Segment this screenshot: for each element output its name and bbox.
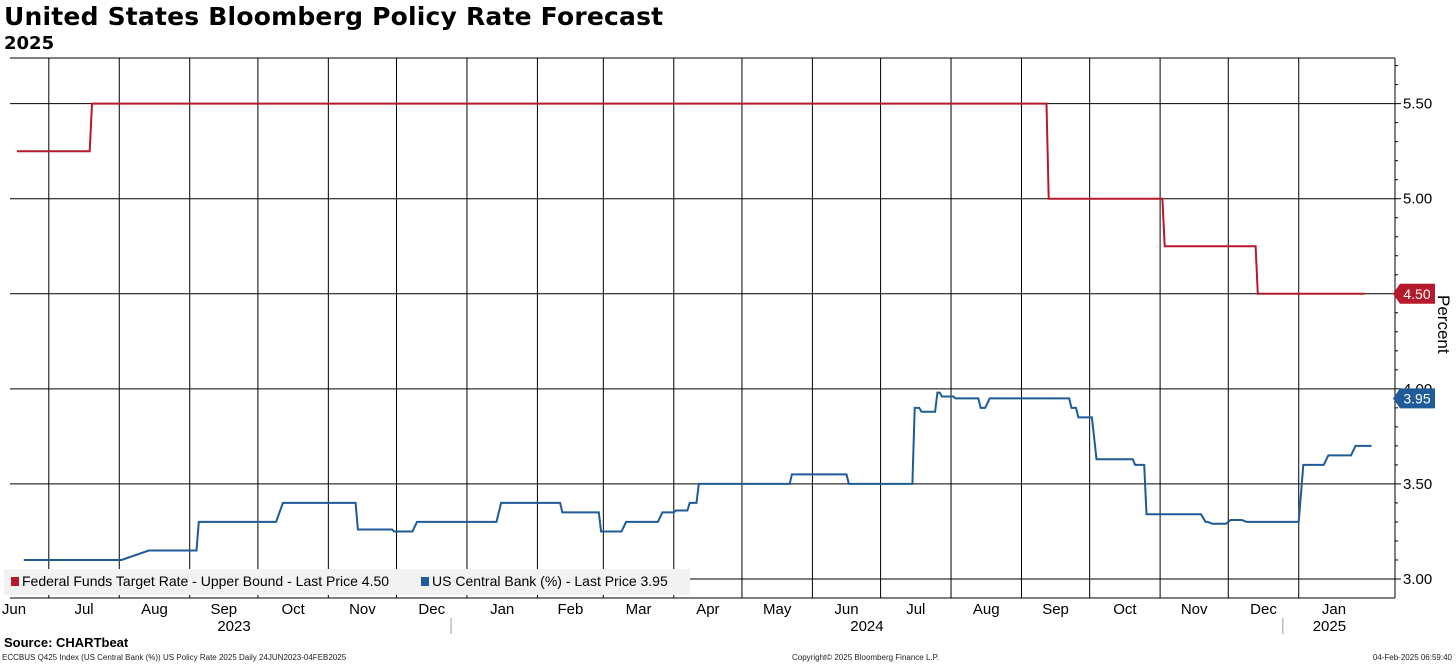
x-tick-label: Aug xyxy=(141,601,168,618)
last-price-tag-shape xyxy=(1393,388,1435,409)
source-note: Source: CHARTbeat xyxy=(4,635,129,650)
year-labels: 2023 2024 2025 xyxy=(217,618,1346,635)
chart-title: United States Bloomberg Policy Rate Fore… xyxy=(4,2,664,31)
series-line-0 xyxy=(17,102,1365,295)
year-label: 2025 xyxy=(1313,618,1346,635)
legend-label-fed: Federal Funds Target Rate - Upper Bound … xyxy=(22,573,389,589)
x-tick-label: Oct xyxy=(281,601,305,618)
x-tick-label: Sep xyxy=(1042,601,1069,618)
x-tick-label: Nov xyxy=(349,601,376,618)
timestamp: 04-Feb-2025 06:59:40 xyxy=(1372,653,1452,662)
y-axis-ticks: 3.003.504.004.505.005.50 xyxy=(1395,65,1432,588)
legend-background xyxy=(4,569,690,595)
last-price-tag-label: 3.95 xyxy=(1403,390,1430,406)
y-tick-label: 5.50 xyxy=(1403,96,1432,113)
x-tick-label: Jul xyxy=(74,601,93,618)
legend-swatch-bank xyxy=(421,577,429,586)
year-label: 2023 xyxy=(217,618,250,635)
y-tick-label: 3.50 xyxy=(1403,476,1432,493)
year-label: 2024 xyxy=(850,618,883,635)
y-tick-label: 3.00 xyxy=(1403,571,1432,588)
x-tick-label: Jan xyxy=(1322,601,1346,618)
x-tick-label: Dec xyxy=(1250,601,1277,618)
x-tick-label: Mar xyxy=(626,601,652,618)
last-price-tag-shape xyxy=(1393,283,1435,304)
x-tick-label: Jan xyxy=(490,601,514,618)
legend: Federal Funds Target Rate - Upper Bound … xyxy=(4,569,690,595)
last-price-tag-1: 3.95 xyxy=(1393,388,1435,409)
ticker-info: ECCBUS Q425 Index (US Central Bank (%)) … xyxy=(2,653,347,662)
x-tick-label: Jun xyxy=(834,601,858,618)
x-tick-label: Jul xyxy=(906,601,925,618)
x-tick-label: Dec xyxy=(418,601,445,618)
copyright: Copyright© 2025 Bloomberg Finance L.P. xyxy=(792,653,940,662)
x-tick-label: Nov xyxy=(1181,601,1208,618)
series-layer xyxy=(17,102,1372,561)
x-tick-label: May xyxy=(763,601,792,618)
x-tick-label: Oct xyxy=(1113,601,1137,618)
last-price-tag-0: 4.50 xyxy=(1393,283,1435,304)
chart-subtitle: 2025 xyxy=(4,33,55,54)
x-tick-label: Feb xyxy=(557,601,583,618)
y-tick-label: 5.00 xyxy=(1403,191,1432,208)
last-price-tag-label: 4.50 xyxy=(1403,286,1430,302)
x-tick-label: Apr xyxy=(696,601,719,618)
y-axis-label: Percent xyxy=(1434,295,1453,354)
x-tick-label: Sep xyxy=(210,601,237,618)
vertical-gridlines xyxy=(48,58,1300,598)
x-axis-ticks: Jun Jul Aug Sep Oct Nov Dec Jan Feb Mar Apr May Jun J… xyxy=(2,601,1346,618)
series-line-1 xyxy=(23,391,1372,561)
x-tick-label: Jun xyxy=(2,601,26,618)
legend-label-bank: US Central Bank (%) - Last Price 3.95 xyxy=(432,573,668,589)
legend-swatch-fed xyxy=(11,577,19,586)
x-tick-label: Aug xyxy=(973,601,1000,618)
last-price-tags: 4.50 3.95 xyxy=(1393,283,1435,409)
plot-background xyxy=(10,58,1395,598)
